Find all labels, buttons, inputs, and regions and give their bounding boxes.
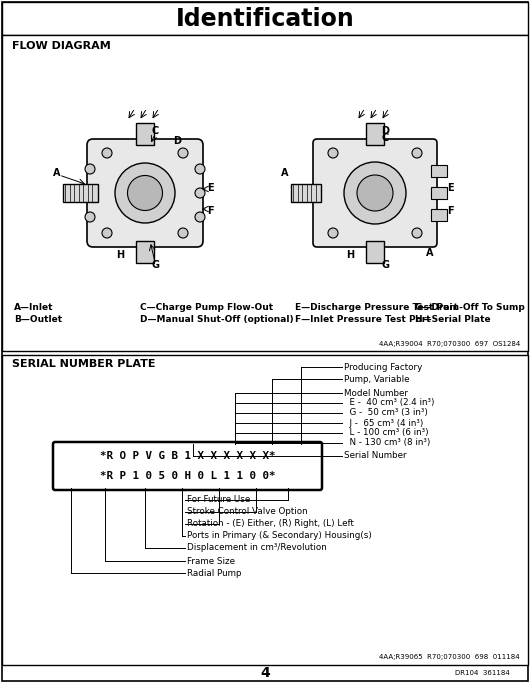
Circle shape [195, 212, 205, 222]
Text: DR104  361184: DR104 361184 [455, 670, 510, 676]
Text: L - 100 cm³ (6 in³): L - 100 cm³ (6 in³) [344, 428, 429, 438]
Text: Rotation - (E) Either, (R) Right, (L) Left: Rotation - (E) Either, (R) Right, (L) Le… [187, 520, 354, 529]
Bar [366, 241, 384, 263]
Text: F: F [207, 206, 213, 216]
Text: Displacement in cm³/Revolution: Displacement in cm³/Revolution [187, 544, 327, 553]
Text: F—Inlet Pressure Test Port: F—Inlet Pressure Test Port [295, 316, 430, 324]
Ellipse shape [128, 176, 163, 210]
Circle shape [412, 148, 422, 158]
Text: B—Outlet: B—Outlet [14, 316, 62, 324]
Circle shape [178, 148, 188, 158]
Text: 4: 4 [260, 666, 270, 680]
Text: Producing Factory: Producing Factory [344, 363, 422, 372]
Text: C: C [152, 126, 158, 136]
Text: C: C [382, 133, 388, 143]
Text: E: E [447, 183, 453, 193]
Text: A: A [53, 168, 61, 178]
Circle shape [328, 148, 338, 158]
Bar [2, 35, 528, 351]
Circle shape [195, 164, 205, 174]
Circle shape [85, 212, 95, 222]
Ellipse shape [344, 162, 406, 224]
Bar [431, 187, 447, 199]
Bar [136, 123, 154, 145]
Bar [431, 165, 447, 177]
Bar [2, 2, 528, 35]
Text: *R O P V G B 1 X X X X X X*: *R O P V G B 1 X X X X X X* [100, 451, 275, 461]
Bar [136, 241, 154, 263]
Circle shape [102, 228, 112, 238]
Text: H: H [346, 250, 354, 260]
Text: Stroke Control Valve Option: Stroke Control Valve Option [187, 507, 307, 516]
Circle shape [102, 148, 112, 158]
Text: Frame Size: Frame Size [187, 557, 235, 566]
Circle shape [412, 228, 422, 238]
Text: 4AA;R39004  R70;070300  697  OS1284: 4AA;R39004 R70;070300 697 OS1284 [379, 341, 520, 347]
Text: H: H [116, 250, 124, 260]
Bar [291, 184, 321, 202]
Text: Pump, Variable: Pump, Variable [344, 374, 410, 383]
Circle shape [195, 188, 205, 198]
Text: Serial Number: Serial Number [344, 451, 407, 460]
Text: Model Number: Model Number [344, 389, 408, 398]
Bar [2, 355, 528, 665]
Text: G: G [151, 260, 159, 270]
Text: N - 130 cm³ (8 in³): N - 130 cm³ (8 in³) [344, 438, 430, 447]
Text: E—Discharge Pressure Test Port: E—Discharge Pressure Test Port [295, 303, 458, 311]
Text: A: A [426, 248, 434, 258]
Text: E -  40 cm³ (2.4 in³): E - 40 cm³ (2.4 in³) [344, 398, 435, 408]
Text: A: A [281, 168, 289, 178]
Bar [366, 123, 384, 145]
Circle shape [178, 228, 188, 238]
Text: G—Drain-Off To Sump: G—Drain-Off To Sump [415, 303, 525, 311]
Text: D—Manual Shut-Off (optional): D—Manual Shut-Off (optional) [140, 316, 294, 324]
Text: Ports in Primary (& Secondary) Housing(s): Ports in Primary (& Secondary) Housing(s… [187, 531, 372, 540]
Text: *R P 1 0 5 0 H 0 L 1 1 0 0*: *R P 1 0 5 0 H 0 L 1 1 0 0* [100, 471, 275, 481]
Text: E: E [207, 183, 213, 193]
Text: SERIAL NUMBER PLATE: SERIAL NUMBER PLATE [12, 359, 155, 369]
Circle shape [85, 164, 95, 174]
Text: 4AA;R39065  R70;070300  698  011184: 4AA;R39065 R70;070300 698 011184 [379, 654, 520, 660]
Ellipse shape [357, 175, 393, 211]
Text: C—Charge Pump Flow-Out: C—Charge Pump Flow-Out [140, 303, 273, 311]
FancyBboxPatch shape [53, 442, 322, 490]
Bar [63, 184, 98, 202]
Text: Identification: Identification [175, 7, 355, 31]
Text: A—Inlet: A—Inlet [14, 303, 54, 311]
Text: F: F [447, 206, 453, 216]
Text: J -  65 cm³ (4 in³): J - 65 cm³ (4 in³) [344, 419, 423, 428]
FancyBboxPatch shape [87, 139, 203, 247]
Text: G: G [381, 260, 389, 270]
Text: Radial Pump: Radial Pump [187, 568, 242, 578]
Text: D: D [173, 136, 181, 146]
Text: For Future Use: For Future Use [187, 495, 250, 505]
Bar [431, 209, 447, 221]
Text: G -  50 cm³ (3 in³): G - 50 cm³ (3 in³) [344, 408, 428, 417]
Ellipse shape [115, 163, 175, 223]
Circle shape [328, 228, 338, 238]
Text: H—Serial Plate: H—Serial Plate [415, 316, 491, 324]
FancyBboxPatch shape [313, 139, 437, 247]
Text: D: D [381, 126, 389, 136]
Text: FLOW DIAGRAM: FLOW DIAGRAM [12, 41, 111, 51]
